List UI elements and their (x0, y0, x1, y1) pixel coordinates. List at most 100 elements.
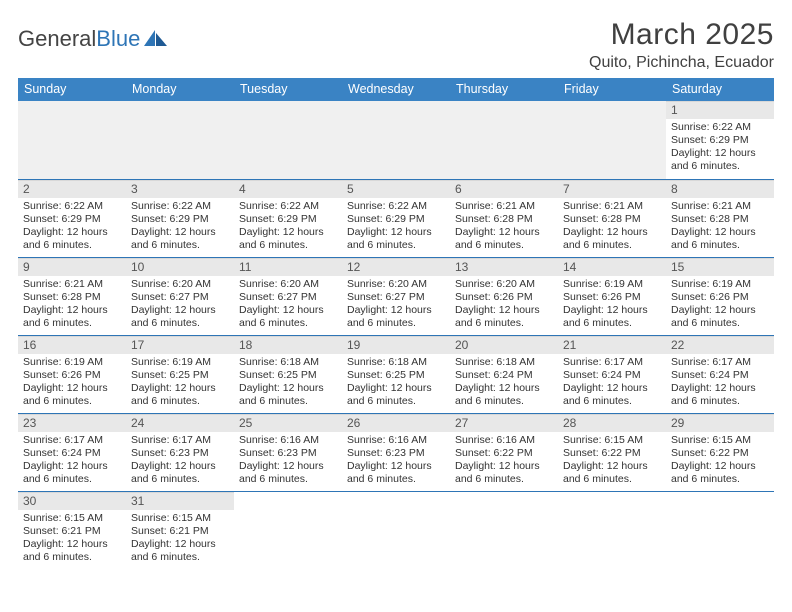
sunset-text: Sunset: 6:23 PM (131, 447, 229, 460)
sunset-text: Sunset: 6:26 PM (23, 369, 121, 382)
sunset-text: Sunset: 6:22 PM (455, 447, 553, 460)
day-number: 17 (126, 336, 234, 354)
sunrise-text: Sunrise: 6:20 AM (455, 278, 553, 291)
day-number: 26 (342, 414, 450, 432)
sunrise-text: Sunrise: 6:17 AM (563, 356, 661, 369)
calendar-cell: 6 Sunrise: 6:21 AMSunset: 6:28 PMDaylight… (450, 179, 558, 257)
day-number: 10 (126, 258, 234, 276)
sunset-text: Sunset: 6:26 PM (563, 291, 661, 304)
sunset-text: Sunset: 6:27 PM (239, 291, 337, 304)
sunrise-text: Sunrise: 6:22 AM (131, 200, 229, 213)
calendar-cell: 20Sunrise: 6:18 AMSunset: 6:24 PMDayligh… (450, 335, 558, 413)
day-number: 29 (666, 414, 774, 432)
day-number: 25 (234, 414, 342, 432)
calendar-cell: 15Sunrise: 6:19 AMSunset: 6:26 PMDayligh… (666, 257, 774, 335)
daylight-text: Daylight: 12 hours and 6 minutes. (455, 304, 553, 330)
sunrise-text: Sunrise: 6:18 AM (455, 356, 553, 369)
calendar-cell (450, 491, 558, 569)
daylight-text: Daylight: 12 hours and 6 minutes. (23, 460, 121, 486)
sunset-text: Sunset: 6:24 PM (563, 369, 661, 382)
day-body: Sunrise: 6:22 AMSunset: 6:29 PMDaylight:… (126, 198, 234, 256)
title-block: March 2025 Quito, Pichincha, Ecuador (589, 18, 774, 72)
sunset-text: Sunset: 6:29 PM (239, 213, 337, 226)
calendar-cell: 5Sunrise: 6:22 AMSunset: 6:29 PMDaylight… (342, 179, 450, 257)
daylight-text: Daylight: 12 hours and 6 minutes. (671, 226, 769, 252)
day-body: Sunrise: 6:21 AMSunset: 6:28 PMDaylight:… (558, 198, 666, 256)
calendar-cell: 26Sunrise: 6:16 AMSunset: 6:23 PMDayligh… (342, 413, 450, 491)
sunset-text: Sunset: 6:25 PM (347, 369, 445, 382)
sunset-text: Sunset: 6:22 PM (563, 447, 661, 460)
sunrise-text: Sunrise: 6:18 AM (239, 356, 337, 369)
day-number: 19 (342, 336, 450, 354)
daylight-text: Daylight: 12 hours and 6 minutes. (347, 226, 445, 252)
sunrise-text: Sunrise: 6:16 AM (347, 434, 445, 447)
calendar-cell: 13Sunrise: 6:20 AMSunset: 6:26 PMDayligh… (450, 257, 558, 335)
day-number: 23 (18, 414, 126, 432)
day-body: Sunrise: 6:16 AMSunset: 6:23 PMDaylight:… (342, 432, 450, 490)
calendar-cell: 12Sunrise: 6:20 AMSunset: 6:27 PMDayligh… (342, 257, 450, 335)
sunset-text: Sunset: 6:28 PM (455, 213, 553, 226)
sunset-text: Sunset: 6:28 PM (563, 213, 661, 226)
sunrise-text: Sunrise: 6:15 AM (563, 434, 661, 447)
day-body: Sunrise: 6:18 AMSunset: 6:25 PMDaylight:… (234, 354, 342, 412)
sunset-text: Sunset: 6:28 PM (671, 213, 769, 226)
sunrise-text: Sunrise: 6:19 AM (23, 356, 121, 369)
day-number: 7 (558, 180, 666, 198)
calendar-cell: 1Sunrise: 6:22 AMSunset: 6:29 PMDaylight… (666, 101, 774, 179)
daylight-text: Daylight: 12 hours and 6 minutes. (347, 460, 445, 486)
sunrise-text: Sunrise: 6:20 AM (239, 278, 337, 291)
daylight-text: Daylight: 12 hours and 6 minutes. (455, 226, 553, 252)
day-header: Friday (558, 78, 666, 101)
sunset-text: Sunset: 6:24 PM (455, 369, 553, 382)
logo-text-2: Blue (96, 26, 140, 52)
day-body: Sunrise: 6:22 AMSunset: 6:29 PMDaylight:… (342, 198, 450, 256)
day-number: 4 (234, 180, 342, 198)
daylight-text: Daylight: 12 hours and 6 minutes. (239, 382, 337, 408)
day-body: Sunrise: 6:19 AMSunset: 6:26 PMDaylight:… (558, 276, 666, 334)
day-number: 31 (126, 492, 234, 510)
sunrise-text: Sunrise: 6:16 AM (239, 434, 337, 447)
day-body: Sunrise: 6:16 AMSunset: 6:22 PMDaylight:… (450, 432, 558, 490)
day-body: Sunrise: 6:18 AMSunset: 6:25 PMDaylight:… (342, 354, 450, 412)
sunset-text: Sunset: 6:22 PM (671, 447, 769, 460)
day-body: Sunrise: 6:17 AMSunset: 6:24 PMDaylight:… (18, 432, 126, 490)
calendar-cell (450, 101, 558, 179)
day-body: Sunrise: 6:17 AMSunset: 6:23 PMDaylight:… (126, 432, 234, 490)
daylight-text: Daylight: 12 hours and 6 minutes. (131, 460, 229, 486)
day-body: Sunrise: 6:20 AMSunset: 6:27 PMDaylight:… (342, 276, 450, 334)
logo-text-1: General (18, 26, 96, 52)
day-body: Sunrise: 6:20 AMSunset: 6:27 PMDaylight:… (126, 276, 234, 334)
calendar-cell (558, 491, 666, 569)
day-header: Wednesday (342, 78, 450, 101)
calendar-cell (126, 101, 234, 179)
daylight-text: Daylight: 12 hours and 6 minutes. (131, 382, 229, 408)
month-title: March 2025 (589, 18, 774, 52)
calendar-body: 1Sunrise: 6:22 AMSunset: 6:29 PMDaylight… (18, 101, 774, 569)
calendar-cell (234, 491, 342, 569)
sunrise-text: Sunrise: 6:21 AM (23, 278, 121, 291)
calendar-table: Sunday Monday Tuesday Wednesday Thursday… (18, 78, 774, 569)
calendar-cell: 24Sunrise: 6:17 AMSunset: 6:23 PMDayligh… (126, 413, 234, 491)
day-body: Sunrise: 6:15 AMSunset: 6:22 PMDaylight:… (558, 432, 666, 490)
sunset-text: Sunset: 6:26 PM (671, 291, 769, 304)
day-header-row: Sunday Monday Tuesday Wednesday Thursday… (18, 78, 774, 101)
calendar-cell: 14Sunrise: 6:19 AMSunset: 6:26 PMDayligh… (558, 257, 666, 335)
day-header: Saturday (666, 78, 774, 101)
day-number: 6 (450, 180, 558, 198)
day-number: 5 (342, 180, 450, 198)
daylight-text: Daylight: 12 hours and 6 minutes. (131, 226, 229, 252)
daylight-text: Daylight: 12 hours and 6 minutes. (239, 460, 337, 486)
daylight-text: Daylight: 12 hours and 6 minutes. (671, 304, 769, 330)
daylight-text: Daylight: 12 hours and 6 minutes. (563, 460, 661, 486)
daylight-text: Daylight: 12 hours and 6 minutes. (563, 304, 661, 330)
sunrise-text: Sunrise: 6:16 AM (455, 434, 553, 447)
sunrise-text: Sunrise: 6:21 AM (455, 200, 553, 213)
calendar-cell: 23Sunrise: 6:17 AMSunset: 6:24 PMDayligh… (18, 413, 126, 491)
sunrise-text: Sunrise: 6:17 AM (23, 434, 121, 447)
day-body: Sunrise: 6:21 AMSunset: 6:28 PMDaylight:… (666, 198, 774, 256)
day-body: Sunrise: 6:22 AMSunset: 6:29 PMDaylight:… (666, 119, 774, 177)
page-header: GeneralBlue March 2025 Quito, Pichincha,… (18, 18, 774, 72)
day-number: 13 (450, 258, 558, 276)
sunrise-text: Sunrise: 6:22 AM (671, 121, 769, 134)
day-header: Sunday (18, 78, 126, 101)
